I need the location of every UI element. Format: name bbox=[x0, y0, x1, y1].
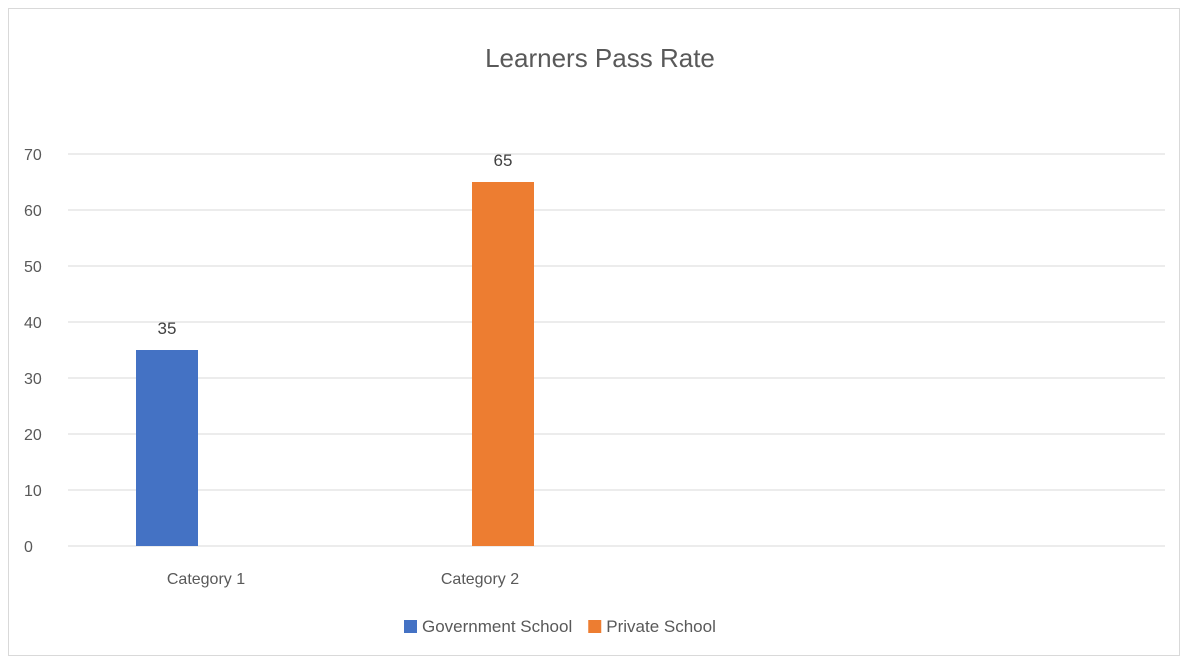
chart-title: Learners Pass Rate bbox=[485, 43, 715, 73]
y-tick-label: 40 bbox=[24, 315, 42, 332]
data-label: 65 bbox=[494, 151, 513, 170]
y-tick-label: 70 bbox=[24, 147, 42, 164]
bar bbox=[472, 182, 534, 546]
gridlines bbox=[68, 153, 1165, 547]
x-category-label: Category 2 bbox=[441, 571, 519, 588]
y-tick-label: 50 bbox=[24, 259, 42, 276]
x-axis-categories: Category 1 Category 2 bbox=[167, 571, 519, 588]
bar bbox=[136, 350, 198, 546]
y-tick-label: 0 bbox=[24, 539, 33, 556]
x-category-label: Category 1 bbox=[167, 571, 245, 588]
legend: Government School Private School bbox=[404, 617, 716, 636]
y-axis-ticks: 0 10 20 30 40 50 60 70 bbox=[24, 147, 42, 556]
legend-label: Government School bbox=[422, 617, 572, 636]
data-label: 35 bbox=[158, 319, 177, 338]
legend-label: Private School bbox=[606, 617, 716, 636]
y-tick-label: 10 bbox=[24, 483, 42, 500]
legend-swatch bbox=[588, 620, 602, 633]
y-tick-label: 30 bbox=[24, 371, 42, 388]
y-tick-label: 60 bbox=[24, 203, 42, 220]
y-tick-label: 20 bbox=[24, 427, 42, 444]
legend-swatch bbox=[404, 620, 417, 633]
bars bbox=[136, 182, 534, 546]
data-labels: 35 65 bbox=[158, 151, 513, 338]
chart-frame bbox=[8, 8, 1180, 656]
